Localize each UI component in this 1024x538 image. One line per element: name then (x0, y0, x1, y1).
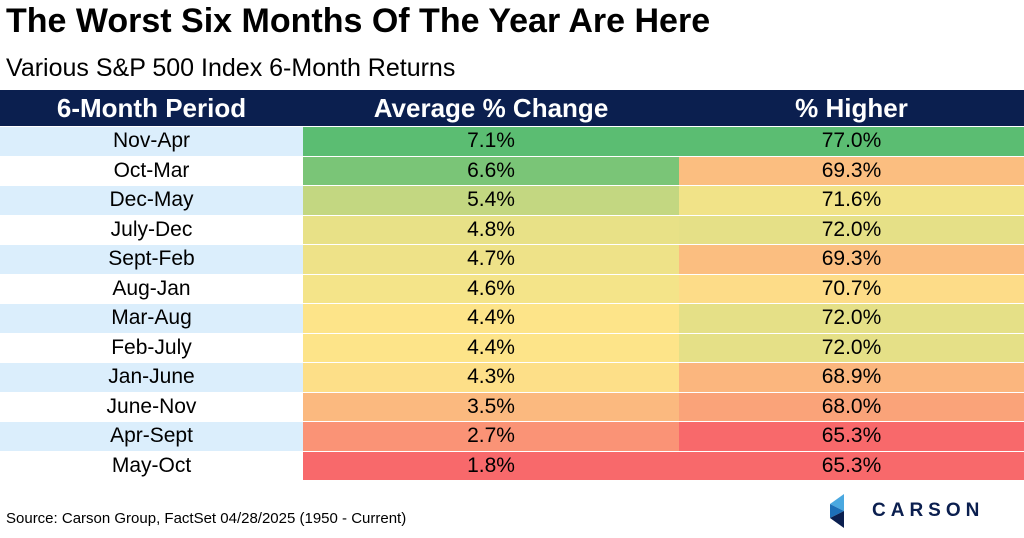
table-header-row: 6-Month Period Average % Change % Higher (0, 90, 1024, 126)
pct-higher-cell: 77.0% (679, 126, 1024, 156)
table-row: July-Dec 4.8% 72.0% (0, 214, 1024, 244)
period-cell: Oct-Mar (0, 155, 303, 185)
pct-higher-cell: 70.7% (679, 273, 1024, 303)
period-cell: Jan-June (0, 362, 303, 392)
carson-logo: CARSON (830, 494, 984, 528)
column-header-avg-change: Average % Change (373, 92, 609, 123)
logo-wordmark: CARSON (872, 500, 985, 521)
avg-change-cell: 4.3% (303, 362, 679, 392)
pct-higher-cell: 72.0% (679, 332, 1024, 362)
period-cell: Feb-July (0, 332, 303, 362)
avg-change-cell: 4.4% (303, 332, 679, 362)
period-cell: June-Nov (0, 391, 303, 421)
chart-subtitle: Various S&P 500 Index 6-Month Returns (6, 54, 456, 82)
table-row: June-Nov 3.5% 68.0% (0, 391, 1024, 421)
avg-change-cell: 1.8% (303, 450, 679, 480)
period-cell: Mar-Aug (0, 303, 303, 333)
table-row: Feb-July 4.4% 72.0% (0, 332, 1024, 362)
period-cell: Sept-Feb (0, 244, 303, 274)
avg-change-cell: 4.7% (303, 244, 679, 274)
period-cell: Dec-May (0, 185, 303, 215)
table-row: Sept-Feb 4.7% 69.3% (0, 244, 1024, 274)
pct-higher-cell: 65.3% (679, 450, 1024, 480)
pct-higher-cell: 69.3% (679, 155, 1024, 185)
column-header-pct-higher: % Higher (795, 92, 908, 123)
period-cell: Aug-Jan (0, 273, 303, 303)
avg-change-cell: 4.4% (303, 303, 679, 333)
avg-change-cell: 6.6% (303, 155, 679, 185)
pct-higher-cell: 72.0% (679, 214, 1024, 244)
pct-higher-cell: 68.9% (679, 362, 1024, 392)
pct-higher-cell: 72.0% (679, 303, 1024, 333)
pct-higher-cell: 65.3% (679, 421, 1024, 451)
pct-higher-cell: 71.6% (679, 185, 1024, 215)
avg-change-cell: 4.8% (303, 214, 679, 244)
avg-change-cell: 3.5% (303, 391, 679, 421)
pct-higher-cell: 68.0% (679, 391, 1024, 421)
pct-higher-cell: 69.3% (679, 244, 1024, 274)
avg-change-cell: 2.7% (303, 421, 679, 451)
avg-change-cell: 7.1% (303, 126, 679, 156)
table-row: Dec-May 5.4% 71.6% (0, 185, 1024, 215)
table-row: Mar-Aug 4.4% 72.0% (0, 303, 1024, 333)
table-row: May-Oct 1.8% 65.3% (0, 450, 1024, 480)
column-header-period: 6-Month Period (56, 92, 247, 123)
carson-chevron-logo-icon (830, 494, 844, 528)
table-row: Jan-June 4.3% 68.9% (0, 362, 1024, 392)
period-cell: Apr-Sept (0, 421, 303, 451)
period-cell: Nov-Apr (0, 126, 303, 156)
table-row: Aug-Jan 4.6% 70.7% (0, 273, 1024, 303)
avg-change-cell: 4.6% (303, 273, 679, 303)
table-row: Apr-Sept 2.7% 65.3% (0, 421, 1024, 451)
period-cell: May-Oct (0, 450, 303, 480)
avg-change-cell: 5.4% (303, 185, 679, 215)
returns-table: 6-Month Period Average % Change % Higher… (0, 90, 1024, 480)
chart-title: The Worst Six Months Of The Year Are Her… (6, 2, 711, 40)
source-note: Source: Carson Group, FactSet 04/28/2025… (6, 510, 407, 527)
table-body: Nov-Apr 7.1% 77.0% Oct-Mar 6.6% 69.3% Dec-May 5… (0, 126, 1024, 480)
table-row: Oct-Mar 6.6% 69.3% (0, 155, 1024, 185)
table-row: Nov-Apr 7.1% 77.0% (0, 126, 1024, 156)
period-cell: July-Dec (0, 214, 303, 244)
